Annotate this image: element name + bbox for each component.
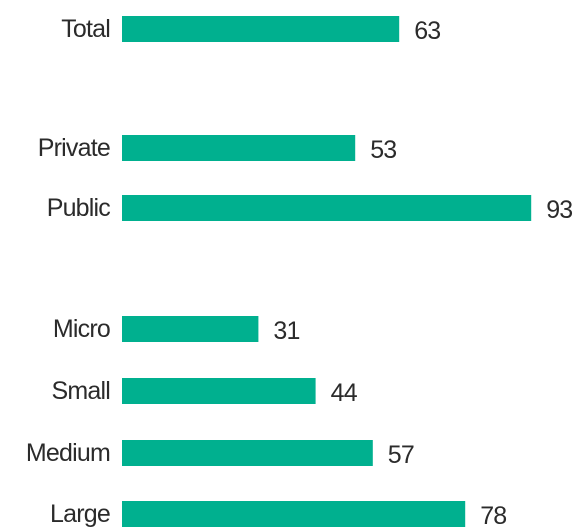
value-label-public: 93 (546, 196, 572, 224)
value-labels-group: 63 53 93 31 44 57 78 (273, 17, 573, 529)
category-label-public: Public (47, 194, 111, 222)
bar-small (122, 378, 316, 404)
category-labels-group: Total Private Public Micro Small Medium Large (26, 15, 111, 528)
value-label-small: 44 (331, 379, 358, 407)
category-label-large: Large (50, 500, 110, 528)
category-label-medium: Medium (26, 439, 110, 467)
bar-total (122, 16, 400, 42)
bar-private (122, 135, 356, 161)
value-label-total: 63 (414, 17, 440, 45)
value-label-medium: 57 (388, 441, 414, 469)
bars-group (122, 16, 532, 527)
bar-public (122, 195, 532, 221)
bar-large (122, 501, 466, 527)
bar-micro (122, 316, 259, 342)
category-label-small: Small (51, 377, 110, 405)
value-label-large: 78 (480, 502, 506, 529)
value-label-micro: 31 (273, 317, 299, 345)
bar-medium (122, 440, 373, 466)
category-label-micro: Micro (53, 315, 110, 343)
category-label-total: Total (61, 15, 110, 43)
value-label-private: 53 (370, 136, 396, 164)
category-label-private: Private (38, 134, 110, 162)
